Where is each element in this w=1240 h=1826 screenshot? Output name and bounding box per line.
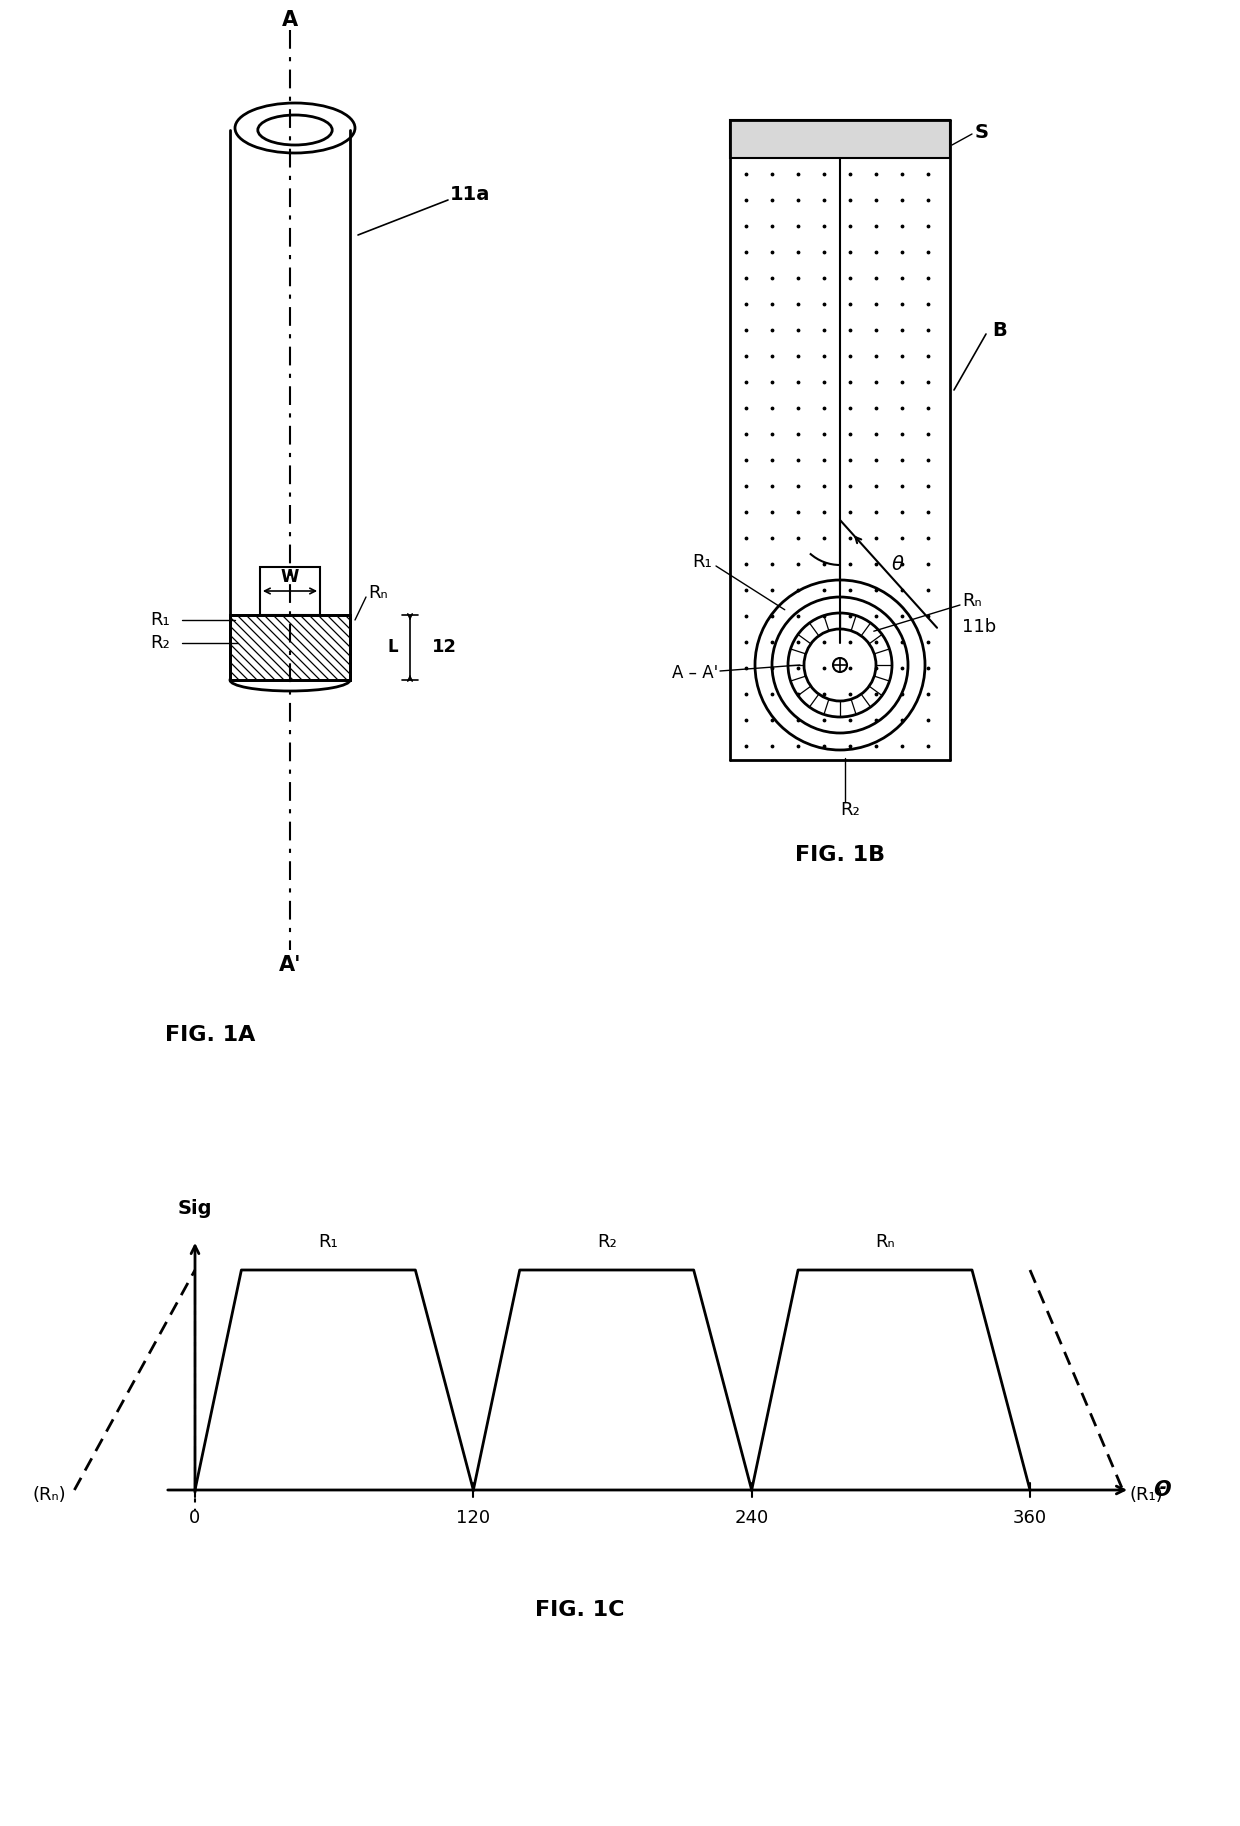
Text: R₁: R₁: [319, 1233, 339, 1251]
Text: FIG. 1A: FIG. 1A: [165, 1024, 255, 1044]
Text: Θ: Θ: [1153, 1481, 1171, 1499]
Text: Rₙ: Rₙ: [875, 1233, 895, 1251]
Text: A: A: [281, 9, 298, 29]
Text: 0: 0: [190, 1508, 201, 1527]
Text: FIG. 1C: FIG. 1C: [536, 1600, 625, 1620]
Text: S: S: [975, 122, 990, 141]
Text: R₂: R₂: [596, 1233, 616, 1251]
Text: FIG. 1B: FIG. 1B: [795, 845, 885, 866]
Circle shape: [804, 628, 875, 701]
Text: Sig: Sig: [177, 1198, 212, 1218]
Bar: [229, 615, 350, 679]
Text: Rₙ: Rₙ: [368, 584, 388, 603]
Text: B: B: [992, 321, 1007, 340]
Text: A': A': [279, 955, 301, 975]
Text: A – A': A – A': [672, 665, 718, 681]
Text: 12: 12: [432, 639, 458, 657]
Text: R₁: R₁: [692, 553, 712, 572]
Circle shape: [787, 614, 892, 718]
FancyBboxPatch shape: [260, 568, 320, 615]
Text: 360: 360: [1013, 1508, 1047, 1527]
Text: 11a: 11a: [450, 186, 490, 205]
Text: (R₁): (R₁): [1130, 1486, 1163, 1505]
Text: Rₙ: Rₙ: [962, 592, 982, 610]
Text: R₁: R₁: [150, 612, 170, 628]
Circle shape: [773, 597, 908, 732]
Text: R₂: R₂: [150, 634, 170, 652]
Text: (Rₙ): (Rₙ): [32, 1486, 67, 1505]
Text: R₂: R₂: [841, 802, 859, 820]
Text: θ: θ: [892, 555, 904, 575]
Text: 11b: 11b: [962, 617, 996, 635]
Text: L: L: [387, 639, 398, 657]
Bar: [229, 615, 350, 679]
Text: W: W: [280, 568, 299, 586]
Text: 240: 240: [734, 1508, 769, 1527]
Text: 120: 120: [456, 1508, 490, 1527]
Bar: [730, 121, 950, 159]
